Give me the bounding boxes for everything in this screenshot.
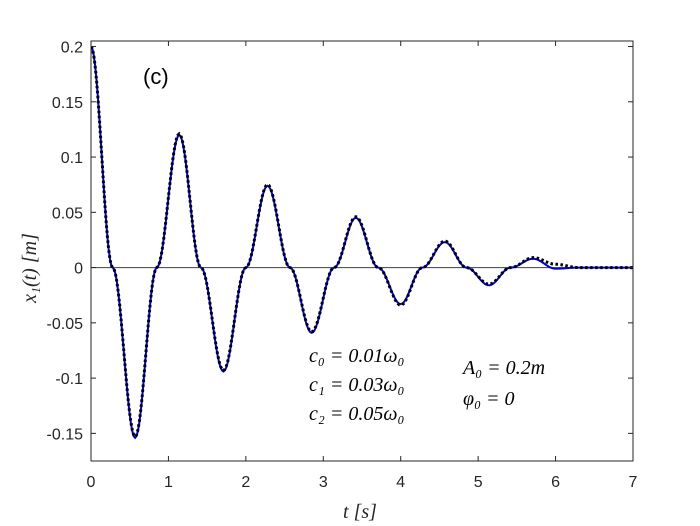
x-tick-label: 4	[396, 474, 405, 491]
x-tick-label: 6	[551, 474, 560, 491]
x-axis-title: t [s]	[343, 501, 377, 523]
annotation-c2: c₂ = 0.05ω₀	[309, 403, 404, 425]
y-axis: 0.2 0.15 0.1 0.05 0 -0.05 -0.1 -0.15	[47, 40, 633, 443]
plot-area	[90, 40, 634, 462]
annotation-phase: φ₀ = 0	[463, 388, 515, 410]
x-tick-label: 5	[474, 474, 483, 491]
y-tick-label: 0.05	[52, 205, 83, 222]
x-tick-label: 3	[319, 474, 328, 491]
y-tick-label: -0.05	[47, 316, 84, 333]
x-tick-label: 0	[87, 474, 96, 491]
x-tick-label: 7	[629, 474, 638, 491]
y-tick-label: 0.15	[52, 95, 83, 112]
annotation-c0: c₀ = 0.01ω₀	[309, 345, 404, 367]
y-tick-label: 0.2	[61, 40, 83, 57]
x-tick-label: 2	[241, 474, 250, 491]
panel-label: (c)	[143, 64, 169, 89]
series-layer	[91, 45, 633, 440]
y-tick-label: 0	[74, 261, 83, 278]
x-axis: 0 1 2 3 4 5 6 7	[87, 41, 638, 491]
annotation-amplitude: A₀ = 0.2m	[461, 357, 545, 379]
y-tick-label: -0.15	[47, 426, 84, 443]
annotation-c1: c₁ = 0.03ω₀	[309, 374, 404, 396]
series-dotted-line	[91, 45, 633, 439]
y-axis-title: x₁(t) [m]	[19, 233, 41, 304]
y-tick-label: 0.1	[61, 150, 83, 167]
y-tick-label: -0.1	[55, 371, 83, 388]
x-tick-label: 1	[164, 474, 173, 491]
